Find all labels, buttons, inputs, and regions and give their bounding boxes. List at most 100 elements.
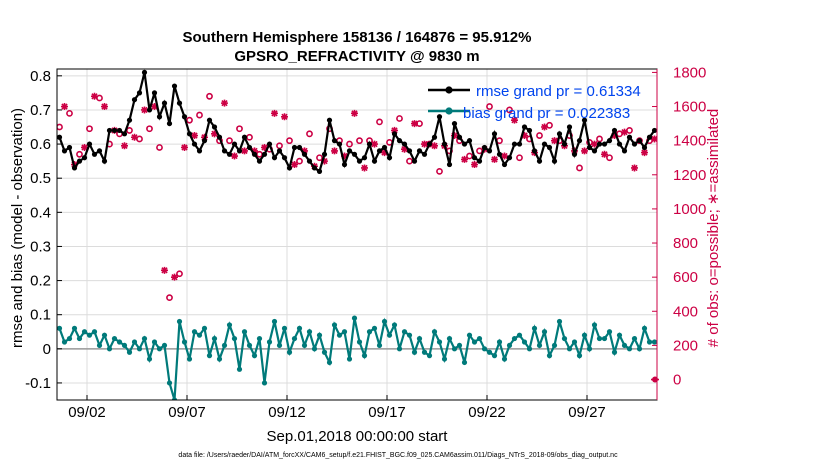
- bias-point: [346, 356, 353, 362]
- rmse-point: [226, 151, 233, 157]
- bias-point: [491, 353, 498, 359]
- bias-point: [336, 332, 343, 338]
- y-left-tick-label: 0.3: [30, 238, 51, 255]
- bias-point: [606, 329, 613, 335]
- y-left-tick-label: 0.6: [30, 136, 51, 153]
- assimilated-obs-point: [231, 152, 238, 160]
- rmse-point: [531, 148, 538, 154]
- bias-point: [91, 329, 98, 335]
- y-right-tick-label: 0: [673, 372, 681, 389]
- bias-point: [366, 329, 373, 335]
- rmse-point: [221, 148, 228, 154]
- bias-point: [111, 335, 118, 342]
- y-left-tick-label: 0.1: [30, 307, 51, 324]
- possible-obs-point: [576, 164, 583, 172]
- assimilated-obs-point: [591, 140, 598, 148]
- rmse-point: [291, 144, 298, 151]
- bias-point: [211, 335, 218, 342]
- bias-point: [196, 332, 203, 338]
- bias-point: [621, 342, 628, 349]
- assimilated-obs-point: [301, 147, 308, 155]
- assimilated-obs-point: [551, 137, 558, 145]
- assimilated-obs-point: [471, 161, 478, 169]
- rmse-point: [341, 161, 348, 168]
- rmse-point: [591, 148, 598, 154]
- rmse-point: [57, 134, 63, 140]
- rmse-point: [556, 131, 563, 137]
- possible-obs-point: [226, 137, 233, 145]
- bias-point: [361, 353, 368, 359]
- bias-point: [426, 353, 433, 359]
- bias-point: [591, 322, 598, 328]
- y-left-tick-label: 0.4: [30, 204, 51, 221]
- bias-point: [391, 322, 398, 328]
- assimilated-obs-point: [521, 132, 528, 140]
- rmse-point: [301, 151, 308, 157]
- rmse-point: [381, 144, 388, 151]
- rmse-point: [136, 90, 143, 96]
- bias-point: [441, 356, 448, 362]
- bias-point: [186, 356, 193, 362]
- bias-point: [201, 325, 208, 331]
- bias-point: [381, 318, 388, 325]
- rmse-point: [596, 141, 603, 147]
- y-axis-right-label: # of obs: o=possible; ∗=assimilated: [705, 109, 722, 348]
- y-right-tick-label: 1600: [673, 99, 706, 116]
- rmse-point: [586, 144, 593, 151]
- rmse-point: [256, 158, 263, 164]
- bias-point: [556, 318, 563, 325]
- bias-point: [406, 332, 413, 338]
- rmse-point: [431, 134, 438, 140]
- assimilated-obs-point: [491, 155, 498, 163]
- bias-point: [636, 346, 643, 352]
- possible-obs-point: [296, 157, 303, 165]
- rmse-point: [166, 120, 173, 127]
- bias-point: [231, 335, 238, 342]
- y-left-tick-label: -0.1: [25, 375, 51, 392]
- rmse-point: [91, 151, 98, 157]
- bias-point: [151, 339, 158, 345]
- bias-point: [586, 346, 593, 352]
- rmse-point: [241, 134, 248, 140]
- y-axis-left-ticks: -0.1 0 0.1 0.2 0.3 0.4 0.5 0.6 0.7 0.8: [25, 68, 62, 392]
- rmse-point: [201, 138, 208, 144]
- x-tick-label: 09/17: [368, 404, 406, 421]
- bias-point: [571, 339, 578, 345]
- assimilated-obs-point: [651, 135, 657, 143]
- rmse-point: [421, 151, 428, 157]
- rmse-point: [461, 141, 468, 147]
- bias-point: [96, 342, 103, 349]
- rmse-point: [611, 127, 618, 134]
- rmse-point: [271, 155, 278, 161]
- rmse-point: [601, 141, 608, 147]
- series-bias: [57, 315, 657, 400]
- rmse-point: [401, 141, 408, 147]
- rmse-point: [481, 144, 488, 151]
- assimilated-obs-point: [291, 161, 298, 169]
- bias-point: [396, 346, 403, 352]
- bias-point: [216, 356, 223, 362]
- assimilated-obs-point: [271, 109, 278, 117]
- possible-obs-point: [606, 154, 613, 162]
- bias-point: [161, 342, 168, 349]
- rmse-point: [316, 168, 323, 174]
- bias-point: [631, 335, 638, 342]
- bias-point: [81, 329, 88, 335]
- rmse-point: [366, 141, 373, 147]
- possible-obs-point: [466, 152, 473, 160]
- rmse-point: [361, 155, 368, 161]
- bias-point: [261, 380, 268, 386]
- legend-rmse-marker: [445, 86, 453, 94]
- bias-point: [281, 325, 288, 331]
- rmse-point: [211, 124, 218, 130]
- rmse-point: [376, 148, 383, 154]
- possible-obs-point: [536, 132, 543, 139]
- rmse-point: [171, 83, 178, 89]
- bias-point: [86, 332, 93, 338]
- rmse-line: [58, 72, 656, 174]
- bias-point: [436, 339, 443, 345]
- rmse-point: [346, 148, 353, 154]
- bias-point: [511, 335, 518, 342]
- rmse-point: [561, 141, 568, 147]
- bias-point: [551, 342, 558, 349]
